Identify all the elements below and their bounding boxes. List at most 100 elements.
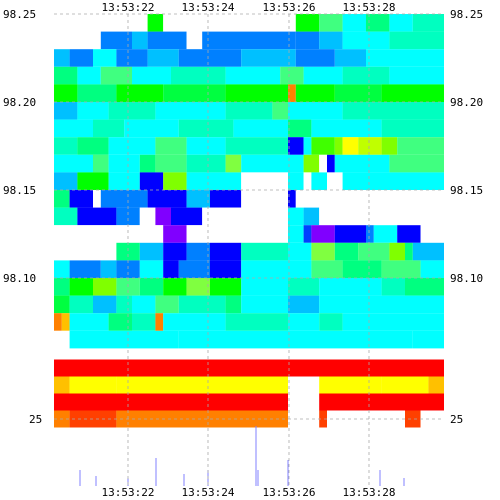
heat-cell [241, 295, 288, 314]
heat-cell [54, 225, 78, 243]
heat-cell [288, 410, 320, 428]
heat-cell [303, 66, 343, 85]
heat-cell [319, 278, 382, 296]
heat-cell [69, 376, 117, 394]
heat-cell [342, 260, 382, 278]
heat-cell [334, 84, 382, 102]
heat-cell [412, 207, 444, 226]
heat-cell [381, 84, 444, 102]
heat-cell [288, 154, 304, 173]
x-tick-top-4: 13:53:28 [343, 1, 396, 14]
heat-cell [69, 295, 93, 314]
y-tick-left-4: 98.10 [3, 272, 36, 285]
heat-cell [319, 295, 444, 314]
heat-cell [54, 207, 78, 226]
heat-cell [225, 313, 288, 331]
heat-cell [311, 242, 335, 261]
heat-cell [155, 207, 171, 226]
heat-cell [139, 260, 164, 278]
heat-cell [108, 137, 156, 155]
heat-cell [54, 190, 70, 208]
heat-cell [93, 295, 117, 314]
heat-cell [241, 172, 288, 190]
heat-cell [54, 137, 78, 155]
heat-cell [139, 242, 164, 261]
x-tick-top-1: 13:53:22 [102, 1, 155, 14]
heat-cell [132, 66, 171, 85]
heat-cell [334, 49, 366, 67]
x-tick-bottom-3: 13:53:26 [263, 486, 316, 499]
heat-cell [61, 313, 70, 331]
grid-lines [54, 13, 444, 486]
heat-cell [311, 260, 343, 278]
heat-cell [139, 154, 156, 173]
heat-cell [54, 359, 444, 377]
heat-cell [288, 84, 296, 102]
heat-cell [77, 207, 117, 226]
heat-cell [77, 102, 109, 120]
heat-cell [288, 376, 320, 394]
heat-cell [366, 49, 444, 67]
heat-cell [389, 66, 444, 85]
heat-cell [77, 242, 101, 261]
heatmap-cells [54, 14, 444, 428]
heat-cell [54, 330, 70, 349]
heat-cell [295, 49, 335, 67]
heat-cell [100, 260, 117, 278]
heat-cell [116, 49, 148, 67]
heat-cell [100, 242, 117, 261]
heat-cell [319, 31, 343, 50]
heat-cell [77, 137, 109, 155]
heat-cell [54, 242, 78, 261]
heat-cell [389, 31, 444, 50]
heat-cell [116, 410, 289, 428]
heat-cell [319, 393, 444, 411]
heat-cell [77, 84, 117, 102]
heat-cell [93, 49, 117, 67]
heat-cell [116, 260, 140, 278]
heat-cell [241, 260, 288, 278]
heat-cell [381, 278, 405, 296]
heat-cell [186, 190, 210, 208]
heat-cell [163, 84, 226, 102]
heat-cell [303, 172, 312, 190]
y-tick-left-1: 98.25 [3, 8, 36, 21]
heat-cell [186, 154, 226, 173]
heat-cell [311, 190, 327, 208]
heat-cell [342, 137, 359, 155]
heat-cell [116, 376, 250, 394]
x-tick-bottom-4: 13:53:28 [343, 486, 396, 499]
heat-cell [54, 119, 93, 138]
heat-cell [69, 260, 101, 278]
heat-cell [311, 137, 335, 155]
heat-cell [163, 260, 179, 278]
heat-cell [288, 295, 320, 314]
heat-cell [93, 190, 101, 208]
heat-cell [69, 313, 109, 331]
heat-cell [334, 225, 366, 243]
heat-cell [100, 190, 148, 208]
x-tick-bottom-1: 13:53:22 [102, 486, 155, 499]
y-tick-left-3: 98.15 [3, 184, 36, 197]
y-tick-right-2: 98.20 [450, 96, 483, 109]
heat-cell [241, 278, 288, 296]
heat-cell [225, 102, 273, 120]
heat-cell [210, 278, 242, 296]
heat-cell [54, 313, 62, 331]
heat-cell [69, 278, 93, 296]
heat-cell [178, 330, 288, 349]
heat-cell [178, 295, 226, 314]
heat-cell [178, 260, 210, 278]
heat-cell [163, 225, 187, 243]
heat-cell [311, 225, 335, 243]
heat-cell [288, 330, 413, 349]
heat-cell [389, 14, 413, 32]
heat-cell [412, 242, 444, 261]
heat-cell [373, 225, 398, 243]
heat-cell [381, 137, 398, 155]
heat-cell [311, 119, 382, 138]
heat-cell [100, 66, 132, 85]
heat-cell [225, 66, 281, 85]
heat-cell [108, 313, 132, 331]
